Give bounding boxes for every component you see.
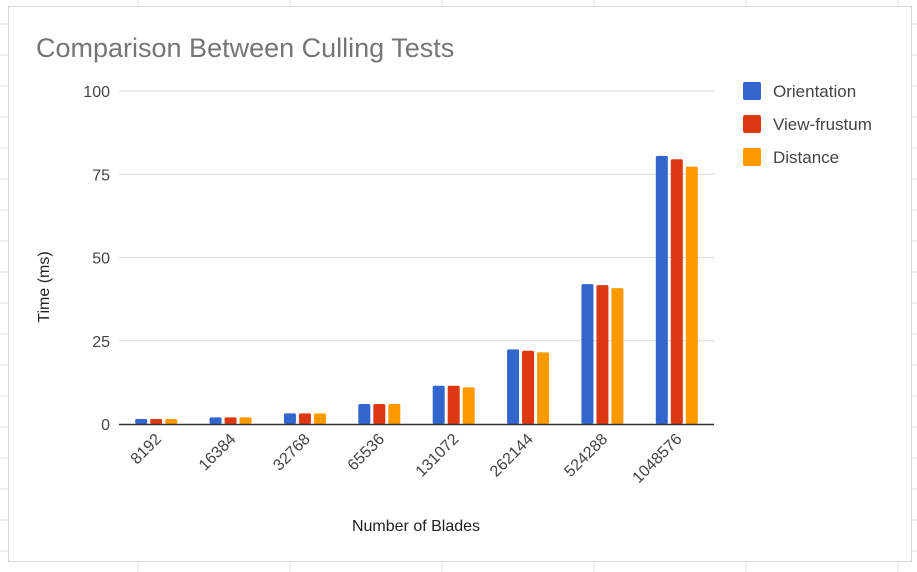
chart-title: Comparison Between Culling Tests [36,33,454,63]
chart-container[interactable] [8,6,912,562]
bar [611,288,624,424]
axes: 0 25 50 75 100 8192 16384 32768 65536 131072 26214… [83,84,714,487]
bar [432,385,445,424]
legend-swatch [743,82,761,100]
bar [537,352,550,424]
bar [462,387,475,424]
legend-label: Distance [773,148,839,167]
bar [670,159,683,424]
y-axis-title: Time (ms) [36,251,53,322]
legend: Orientation View-frustum Distance [743,82,872,167]
bar [358,404,371,424]
bar [685,166,698,424]
x-tick-label: 8192 [128,431,165,468]
bar [135,419,148,424]
x-tick-label: 32768 [270,431,314,475]
bar [581,284,594,424]
bar [298,413,311,424]
bar [373,404,386,424]
bar [388,404,401,424]
y-tick-label: 75 [92,167,110,184]
x-tick-label: 131072 [413,431,463,481]
bar [507,349,520,424]
bar [447,385,460,424]
x-tick-label: 524288 [561,431,611,481]
bar [313,413,326,424]
y-tick-label: 50 [92,251,110,268]
bar [224,417,237,424]
y-tick-label: 25 [92,334,110,351]
legend-label: View-frustum [773,115,872,134]
y-tick-label: 0 [101,417,110,434]
legend-swatch [743,115,761,133]
x-tick-label: 262144 [487,431,537,481]
bar [522,350,535,424]
bar [209,417,222,424]
bar [150,419,163,424]
gridlines [119,90,714,342]
bar [596,285,609,424]
bar [283,413,296,424]
legend-label: Orientation [773,82,856,101]
x-tick-label: 65536 [345,431,389,475]
x-tick-label: 1048576 [630,431,686,487]
bar [165,419,178,424]
bar [655,155,668,424]
bars [135,155,698,424]
y-tick-label: 100 [83,84,110,101]
legend-swatch [743,148,761,166]
x-tick-label: 16384 [196,431,240,475]
x-axis-title: Number of Blades [352,518,480,535]
bar [239,417,252,424]
